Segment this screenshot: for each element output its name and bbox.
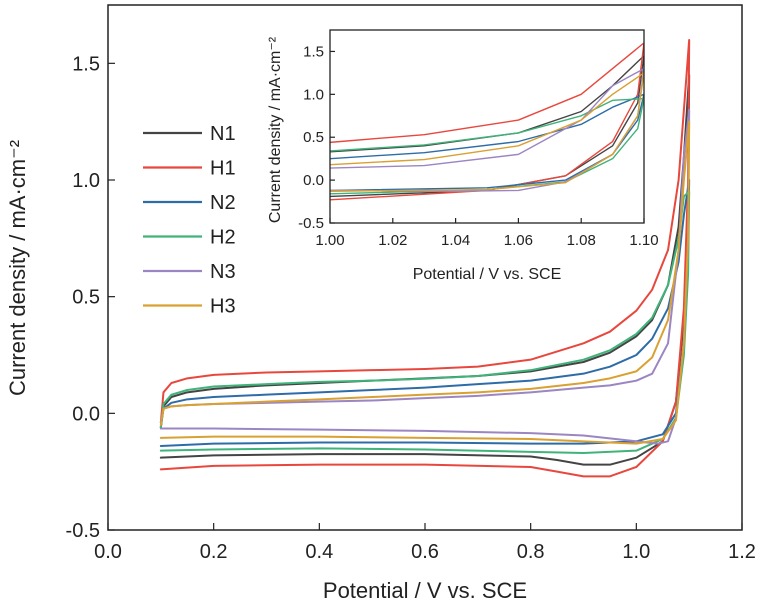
- legend-label-h3: H3: [210, 296, 236, 318]
- main-series-line-h3: [159, 120, 691, 445]
- legend-label-n2: N2: [210, 192, 236, 214]
- main-series-line-n2: [159, 179, 691, 447]
- main-x-tick-label: 0.8: [517, 541, 545, 563]
- main-x-tick-label: 1.0: [622, 541, 650, 563]
- y-axis-title: Current density / mA·cm⁻²: [5, 140, 30, 396]
- main-series-line-n3: [159, 109, 691, 445]
- x-axis-title: Potential / V vs. SCE: [323, 578, 527, 603]
- main-y-tick-label: 1.0: [72, 170, 100, 192]
- legend-label-n3: N3: [210, 261, 236, 283]
- inset-series-line-h2: [330, 97, 644, 195]
- main-plot: 0.0 0.2 0.4 0.6 0.8 1.0 1.2 -0.50.00.51.01.5 P…: [5, 4, 756, 603]
- legend-label-h1: H1: [210, 158, 236, 180]
- legend: N1 H1 N2 H2 N3 H3: [143, 123, 236, 318]
- inset-x-axis-title: Potential / V vs. SCE: [413, 266, 562, 283]
- inset-y-axis-title: Current density / mA·cm⁻²: [267, 36, 284, 223]
- inset-series-line-n3: [330, 67, 644, 192]
- main-y-tick-label: -0.5: [66, 520, 100, 542]
- legend-label-n1: N1: [210, 123, 236, 145]
- inset-x-tick-label: 1.08: [567, 232, 596, 249]
- inset-x-tick-label: 1.02: [378, 232, 407, 249]
- inset-x-tick-label: 1.10: [629, 232, 658, 249]
- main-x-tick-label: 0.2: [200, 541, 228, 563]
- main-x-tick-label: 0.6: [411, 541, 439, 563]
- inset-y-tick-label: -0.5: [298, 215, 324, 232]
- main-x-tick-label: 0.4: [305, 541, 333, 563]
- inset-y-tick-label: 1.5: [303, 43, 324, 60]
- inset-plot-frame: [329, 29, 645, 224]
- inset-series-line-n1: [330, 55, 644, 198]
- inset-y-tick-label: 0.0: [303, 172, 324, 189]
- inset-y-tick-label: 1.0: [303, 86, 324, 103]
- inset-y-tick-label: 0.5: [303, 129, 324, 146]
- main-y-tick-label: 0.0: [72, 403, 100, 425]
- main-x-tick-label: 0.0: [94, 541, 122, 563]
- legend-label-h2: H2: [210, 227, 236, 249]
- main-x-tick-label: 1.2: [728, 541, 756, 563]
- main-y-tick-label: 1.5: [72, 53, 100, 75]
- main-y-tick-label: 0.5: [72, 287, 100, 309]
- inset-series-line-n2: [330, 93, 644, 192]
- inset-x-tick-label: 1.04: [441, 232, 470, 249]
- inset-plot: 1.00 1.02 1.04 1.06 1.08 1.10 -0.5 0.0 0.5 1.0 1.…: [267, 29, 659, 283]
- inset-series-line-h1: [330, 42, 644, 201]
- inset-x-tick-label: 1.06: [504, 232, 533, 249]
- main-series-line-h2: [159, 190, 691, 454]
- main-series-line-n1: [159, 74, 691, 466]
- main-series-line-h1: [159, 39, 691, 478]
- inset-x-tick-label: 1.00: [315, 232, 344, 249]
- inset-series-line-h3: [330, 72, 644, 192]
